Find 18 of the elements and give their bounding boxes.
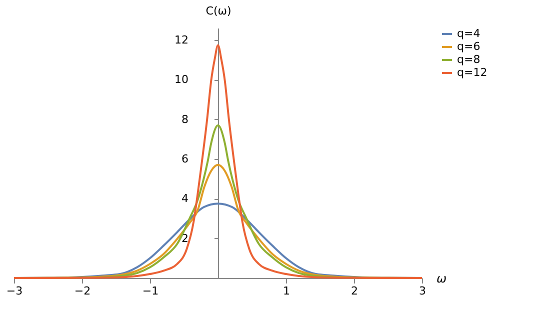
y-tick-label: 4 [182, 192, 188, 206]
y-tick-label: 2 [182, 232, 188, 245]
x-tick-label: −2 [74, 284, 91, 298]
legend-label: q=8 [457, 53, 480, 66]
legend-label: q=12 [457, 66, 488, 79]
legend-label: q=6 [457, 40, 480, 53]
x-tick-label: −3 [6, 284, 23, 298]
y-tick-label: 12 [174, 33, 188, 46]
y-tick-label: 8 [182, 112, 188, 126]
y-tick-label: 6 [182, 152, 188, 166]
x-tick-label: −1 [142, 284, 159, 298]
x-tick-label: 1 [283, 284, 290, 298]
y-axis-title: C(ω) [206, 4, 232, 18]
y-tick-label: 10 [174, 73, 188, 86]
legend-label: q=4 [457, 27, 480, 40]
x-axis-title: ω [436, 272, 447, 286]
x-tick-label: 2 [351, 284, 358, 298]
x-tick-label: 3 [419, 284, 426, 298]
